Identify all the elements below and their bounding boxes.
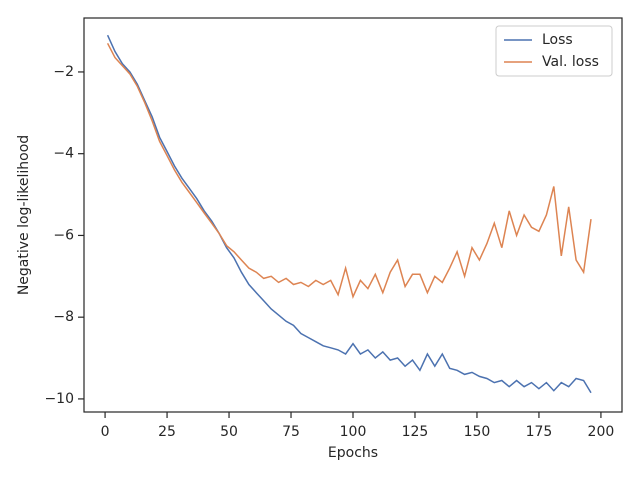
x-tick-label: 175 (526, 424, 553, 440)
y-tick-label: −10 (44, 391, 74, 407)
x-tick-label: 50 (220, 424, 238, 440)
y-tick-label: −6 (53, 227, 74, 243)
x-tick-label: 125 (402, 424, 429, 440)
line-series (106, 42, 592, 299)
x-tick-label: 100 (340, 424, 367, 440)
y-tick-label: −8 (53, 309, 74, 325)
x-tick-label: 0 (101, 424, 110, 440)
x-tick-label: 150 (464, 424, 491, 440)
x-tick-label: 200 (588, 424, 615, 440)
x-tick-label: 75 (282, 424, 300, 440)
y-axis-label: Negative log-likelihood (16, 135, 32, 295)
x-axis-label: Epochs (328, 445, 378, 461)
legend-box (495, 25, 613, 77)
y-tick-label: −2 (53, 64, 74, 80)
y-tick-label: −4 (53, 146, 74, 162)
plot-frame (83, 17, 623, 413)
line-series (106, 34, 592, 394)
legend-label: Loss (542, 32, 573, 48)
x-tick-label: 25 (158, 424, 176, 440)
legend-label: Val. loss (542, 54, 599, 70)
